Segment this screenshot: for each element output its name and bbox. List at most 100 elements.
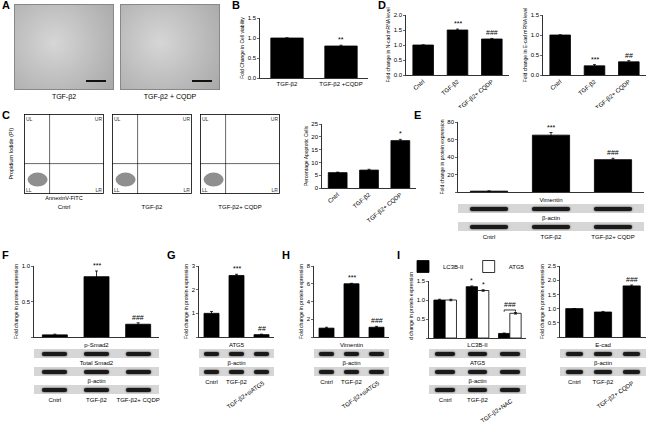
svg-text:TGF-β2: TGF-β2 — [277, 81, 298, 87]
svg-text:LR: LR — [96, 187, 103, 193]
svg-text:UL: UL — [202, 116, 209, 122]
svg-text:15: 15 — [311, 147, 318, 153]
svg-text:Fold change in protein express: Fold change in protein expression — [539, 264, 545, 339]
svg-text:1.0: 1.0 — [548, 306, 557, 312]
svg-text:Fold change in protein express: Fold change in protein expression — [183, 264, 189, 339]
svg-text:TGF-β2: TGF-β2 — [577, 78, 597, 96]
svg-text:LR: LR — [184, 187, 191, 193]
html-text:TGF-β2+NAC: TGF-β2+NAC — [479, 398, 514, 425]
svg-text:***: *** — [454, 20, 462, 27]
svg-text:***: *** — [591, 56, 599, 63]
svg-text:Cntrl: Cntrl — [549, 78, 563, 91]
svg-text:Fold change in N-cad mRNA leve: Fold change in N-cad mRNA level — [385, 7, 391, 82]
svg-text:1.0: 1.0 — [531, 32, 540, 38]
svg-text:1.5: 1.5 — [417, 278, 426, 284]
svg-text:0.0: 0.0 — [531, 72, 540, 78]
svg-text:*: * — [399, 130, 402, 137]
svg-text:**: ** — [338, 36, 344, 43]
svg-text:6: 6 — [307, 281, 311, 287]
svg-text:LL: LL — [26, 187, 32, 193]
svg-text:Fold change in protein express: Fold change in protein expression — [298, 264, 304, 339]
svg-text:2.0: 2.0 — [394, 12, 403, 18]
svg-text:***: *** — [93, 262, 101, 269]
svg-text:TGF-β2: TGF-β2 — [352, 191, 372, 209]
svg-text:UL: UL — [114, 116, 121, 122]
svg-text:1: 1 — [192, 310, 196, 316]
svg-text:TGF-β2+ CQDP: TGF-β2+ CQDP — [594, 78, 631, 108]
html-text:C: C — [2, 109, 10, 121]
html-text:TGF-β2+ CQDP: TGF-β2+ CQDP — [596, 380, 636, 410]
svg-text:###: ### — [626, 276, 638, 283]
svg-text:0.5: 0.5 — [531, 52, 540, 58]
svg-text:UR: UR — [271, 116, 279, 122]
svg-text:20: 20 — [311, 134, 318, 140]
svg-text:1.5: 1.5 — [548, 292, 557, 298]
svg-text:###: ### — [132, 314, 144, 321]
svg-text:Fold change in protein express: Fold change in protein expression — [408, 272, 414, 340]
svg-text:TGF-β2: TGF-β2 — [440, 78, 460, 96]
svg-text:*: * — [470, 277, 473, 284]
svg-text:##: ## — [258, 325, 266, 332]
svg-text:ATG5: ATG5 — [509, 264, 525, 270]
svg-text:3: 3 — [192, 263, 196, 269]
svg-text:Fold change in protein express: Fold change in protein expression — [13, 264, 19, 339]
svg-text:2.0: 2.0 — [548, 277, 557, 283]
svg-text:***: *** — [233, 265, 241, 272]
svg-text:1.0: 1.0 — [417, 297, 426, 303]
svg-text:Cntrl: Cntrl — [412, 78, 426, 91]
svg-text:Fold Change in Cell viability: Fold Change in Cell viability — [239, 17, 245, 79]
svg-text:*: * — [482, 281, 485, 288]
svg-text:0.5: 0.5 — [394, 57, 403, 63]
svg-text:0.5: 0.5 — [417, 316, 426, 322]
svg-text:60: 60 — [447, 137, 454, 143]
svg-text:Fold change in E-cad mRNA leve: Fold change in E-cad mRNA level — [522, 8, 528, 83]
svg-text:0.5: 0.5 — [22, 299, 31, 305]
svg-text:0.0: 0.0 — [248, 75, 257, 81]
svg-text:***: *** — [547, 124, 555, 131]
svg-text:TGF-β2 +CQDP: TGF-β2 +CQDP — [319, 81, 362, 87]
svg-text:UR: UR — [95, 116, 103, 122]
svg-text:TGF-β2+ CQDP: TGF-β2+ CQDP — [457, 78, 494, 108]
html-text:TGF-β2+siATG5: TGF-β2+siATG5 — [225, 380, 265, 411]
svg-text:80: 80 — [447, 119, 454, 125]
svg-text:LR: LR — [272, 187, 279, 193]
svg-text:10: 10 — [311, 160, 318, 166]
svg-text:***: *** — [348, 274, 356, 281]
svg-text:0.5: 0.5 — [548, 320, 557, 326]
svg-text:1.5: 1.5 — [531, 12, 540, 18]
svg-text:1.5: 1.5 — [248, 15, 257, 21]
svg-text:##: ## — [625, 52, 633, 59]
svg-text:1.0: 1.0 — [248, 35, 257, 41]
svg-text:0.0: 0.0 — [394, 72, 403, 78]
svg-text:###: ### — [371, 317, 383, 324]
svg-text:1.0: 1.0 — [22, 263, 31, 269]
svg-text:UL: UL — [26, 116, 33, 122]
svg-text:Percentage Apoptotic Cells: Percentage Apoptotic Cells — [303, 125, 309, 186]
svg-text:LL: LL — [114, 187, 120, 193]
svg-text:UR: UR — [183, 116, 191, 122]
svg-text:0: 0 — [315, 185, 319, 191]
html-text:A: A — [2, 0, 10, 11]
svg-text:###: ### — [607, 149, 619, 156]
svg-text:8: 8 — [307, 263, 311, 269]
svg-text:2: 2 — [307, 316, 311, 322]
svg-text:Fold change in protein express: Fold change in protein expression — [439, 119, 445, 194]
svg-text:LC3B-II: LC3B-II — [443, 264, 464, 270]
svg-text:5: 5 — [315, 172, 319, 178]
svg-text:25: 25 — [311, 121, 318, 127]
svg-text:0.5: 0.5 — [248, 55, 257, 61]
svg-text:1.5: 1.5 — [394, 27, 403, 33]
svg-text:LL: LL — [202, 187, 208, 193]
svg-text:2: 2 — [192, 287, 196, 293]
svg-text:###: ### — [504, 301, 516, 308]
svg-text:Cntrl: Cntrl — [327, 191, 341, 204]
svg-text:###: ### — [486, 29, 498, 36]
svg-text:4: 4 — [307, 299, 311, 305]
svg-text:2.5: 2.5 — [548, 263, 557, 269]
svg-text:1.0: 1.0 — [394, 42, 403, 48]
html-text:G: G — [167, 249, 176, 261]
html-text:TGF-β2+siATG5: TGF-β2+siATG5 — [340, 380, 380, 411]
svg-text:20: 20 — [447, 172, 454, 178]
svg-text:TGF-β2+ CQDP: TGF-β2+ CQDP — [366, 191, 403, 222]
svg-text:40: 40 — [447, 154, 454, 160]
